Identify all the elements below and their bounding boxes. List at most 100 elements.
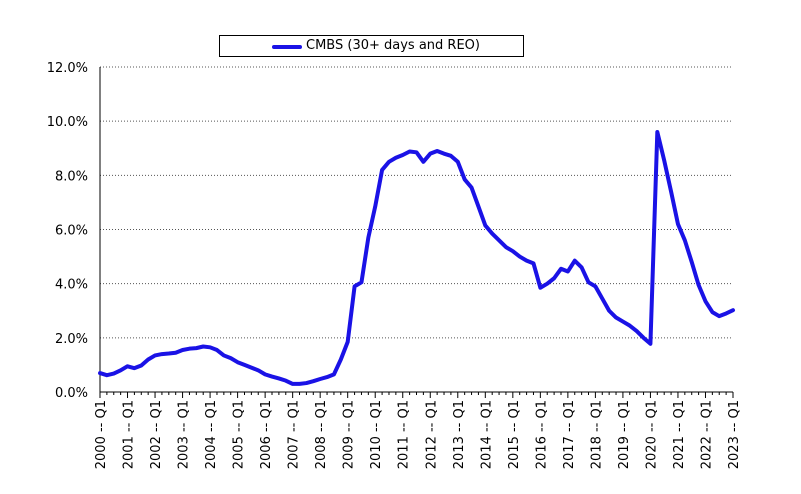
data-point: [580, 266, 583, 269]
data-point: [704, 300, 707, 303]
data-point: [181, 349, 184, 352]
data-point: [215, 349, 218, 352]
x-tick-label: 2001 -- Q1: [122, 400, 137, 469]
data-point: [718, 315, 721, 318]
legend: CMBS (30+ days and REO): [219, 35, 524, 57]
data-point: [160, 353, 163, 356]
data-point: [154, 354, 157, 357]
x-tick-label: 2004 -- Q1: [204, 400, 219, 469]
data-point: [690, 261, 693, 264]
x-tick-label: 2006 -- Q1: [259, 400, 274, 469]
x-tick-label: 2002 -- Q1: [149, 400, 164, 469]
data-point: [319, 378, 322, 381]
legend-swatch: [272, 45, 302, 49]
data-point: [683, 239, 686, 242]
data-point: [277, 377, 280, 380]
data-point: [99, 372, 102, 375]
data-point: [271, 375, 274, 378]
x-tick-label: 2008 -- Q1: [314, 400, 329, 469]
data-point: [174, 351, 177, 354]
data-point: [498, 239, 501, 242]
data-point: [243, 363, 246, 366]
data-point: [594, 285, 597, 288]
data-point: [539, 286, 542, 289]
data-point: [298, 382, 301, 385]
data-point: [202, 345, 205, 348]
y-tick-label: 12.0%: [47, 61, 88, 76]
x-axis-ticks: 2000 -- Q1 2001 -- Q1 2002 -- Q1 2003 -- Q1…: [94, 400, 742, 469]
data-point: [264, 373, 267, 376]
data-point: [387, 160, 390, 163]
data-point: [339, 358, 342, 361]
data-point: [360, 281, 363, 284]
data-point: [711, 311, 714, 314]
data-point: [229, 357, 232, 360]
data-point: [615, 316, 618, 319]
x-tick-label: 2018 -- Q1: [589, 400, 604, 469]
data-point: [449, 154, 452, 157]
data-point: [504, 246, 507, 249]
data-point: [133, 367, 136, 370]
y-tick-label: 8.0%: [55, 169, 88, 184]
data-point: [511, 250, 514, 253]
data-point: [656, 131, 659, 134]
data-point: [635, 330, 638, 333]
data-point: [105, 374, 108, 377]
data-point: [443, 152, 446, 155]
gridlines: [100, 66, 733, 339]
data-point: [140, 364, 143, 367]
data-point: [601, 297, 604, 300]
data-point: [222, 354, 225, 357]
x-tick-label: 2016 -- Q1: [534, 400, 549, 469]
data-point: [284, 379, 287, 382]
y-tick-label: 4.0%: [55, 278, 88, 293]
x-tick-label: 2022 -- Q1: [699, 400, 714, 469]
data-point: [470, 186, 473, 189]
data-point: [566, 270, 569, 273]
y-tick-label: 2.0%: [55, 332, 88, 347]
data-point: [401, 154, 404, 157]
data-point: [573, 259, 576, 262]
data-point: [394, 156, 397, 159]
data-point: [291, 382, 294, 385]
data-point: [670, 190, 673, 193]
x-tick-label: 2000 -- Q1: [94, 400, 109, 469]
data-point: [209, 346, 212, 349]
data-point: [525, 259, 528, 262]
data-point: [126, 365, 129, 368]
data-point: [532, 262, 535, 265]
data-point: [649, 342, 652, 345]
data-point: [463, 178, 466, 181]
data-point: [167, 352, 170, 355]
x-tick-label: 2005 -- Q1: [232, 400, 247, 469]
data-point: [436, 149, 439, 152]
data-point: [587, 281, 590, 284]
x-tick-label: 2012 -- Q1: [424, 400, 439, 469]
data-point: [195, 347, 198, 350]
y-tick-label: 0.0%: [55, 386, 88, 401]
data-point: [518, 255, 521, 258]
data-point: [250, 366, 253, 369]
data-point: [305, 382, 308, 385]
series-line-cmbs: [98, 130, 735, 386]
axes: [99, 67, 734, 398]
data-point: [415, 151, 418, 154]
series-layer: [98, 130, 735, 386]
data-point: [725, 312, 728, 315]
x-tick-label: 2020 -- Q1: [644, 400, 659, 469]
data-point: [188, 347, 191, 350]
data-point: [663, 159, 666, 162]
data-point: [408, 150, 411, 153]
data-point: [367, 236, 370, 239]
data-point: [559, 267, 562, 270]
data-point: [697, 284, 700, 287]
x-tick-label: 2023 -- Q1: [727, 400, 742, 469]
data-point: [312, 380, 315, 383]
y-tick-label: 10.0%: [47, 115, 88, 130]
data-point: [147, 358, 150, 361]
x-tick-label: 2017 -- Q1: [562, 400, 577, 469]
data-point: [346, 340, 349, 343]
x-tick-label: 2014 -- Q1: [479, 400, 494, 469]
